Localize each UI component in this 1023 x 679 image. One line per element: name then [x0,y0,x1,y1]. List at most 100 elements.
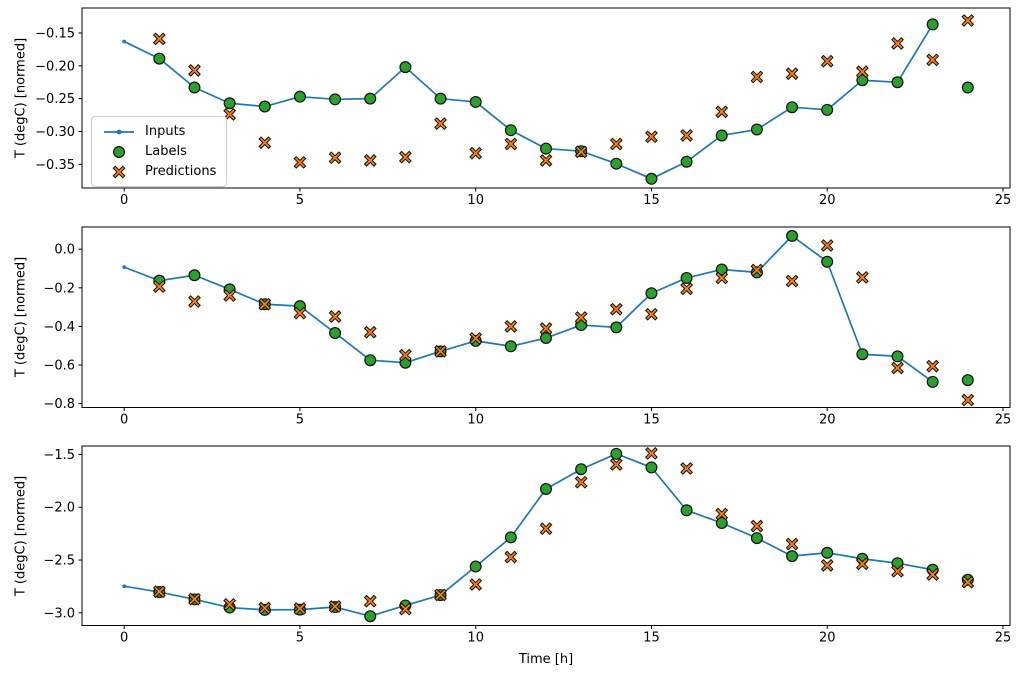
label-marker [786,229,799,242]
label-marker [610,321,623,334]
label-marker [293,90,306,103]
y-tick-label: −0.20 [35,59,75,74]
label-marker [364,92,377,105]
label-marker [961,374,974,387]
label-marker [821,255,834,268]
prediction-marker [961,14,975,27]
label-marker [329,93,342,106]
label-marker [399,61,412,74]
y-tick-label: −0.4 [43,320,75,335]
label-marker [610,157,623,170]
prediction-marker [961,575,975,589]
x-tick-label: 15 [643,631,660,646]
input-point-marker [122,584,127,589]
label-marker [539,482,552,495]
label-marker [680,155,693,168]
label-marker [645,287,658,300]
label-marker [575,463,588,476]
prediction-marker [855,557,869,571]
prediction-marker [750,519,764,533]
label-marker [891,76,904,89]
prediction-marker [891,361,904,375]
subplot-3: 0 5 10 15 20 25 −1.5 −2.0 −2.5 −3.0 [43,445,1011,646]
prediction-marker [363,325,377,339]
prediction-marker [785,537,799,551]
label-marker [786,550,799,563]
x-tick-label: 20 [819,193,836,208]
y-tick-label: −0.25 [35,92,75,107]
label-marker [926,18,939,31]
label-marker [504,340,517,353]
label-marker [891,350,904,363]
prediction-marker [715,507,729,521]
legend-item-predictions: Predictions [101,164,216,179]
y-axis-label-subplot-3: T (degC) [normed] [13,475,29,596]
x-tick-label: 15 [643,193,660,208]
label-marker [645,172,658,185]
y-tick-label: −0.35 [35,158,75,173]
y-tick-label: −0.6 [43,359,75,374]
prediction-marker [680,129,694,142]
inputs-line [123,23,934,180]
x-axis-label: Time [h] [518,651,574,667]
label-marker [258,100,271,113]
x-tick-label: 10 [467,631,484,646]
prediction-marker [258,601,272,615]
prediction-marker [680,462,694,475]
x-tick-label: 5 [296,413,304,428]
x-tick-label: 20 [819,413,836,428]
label-marker [434,92,447,105]
prediction-marker [434,588,447,602]
prediction-marker [715,271,729,285]
x-tick-label: 20 [819,631,836,646]
label-marker [821,103,834,116]
prediction-marker [363,154,377,167]
prediction-marker [398,602,412,616]
label-marker [364,610,377,623]
label-marker [153,52,166,65]
legend-item-labels: Labels [101,144,216,159]
label-marker [680,504,693,517]
label-marker [329,326,342,339]
label-marker [856,74,869,87]
prediction-marker [188,64,201,77]
label-marker [610,447,623,460]
label-marker [364,354,377,367]
label-marker [188,269,201,282]
label-marker [715,263,728,276]
prediction-marker [328,310,342,323]
inputs-line-icon [104,129,134,134]
predictions-x-icon [112,165,126,178]
x-tick-label: 10 [467,413,484,428]
prediction-marker [855,270,869,284]
prediction-marker [504,137,518,151]
prediction-marker [645,446,658,460]
prediction-marker [926,359,940,373]
prediction-marker [891,37,904,50]
prediction-marker [504,550,518,564]
label-marker [223,97,236,110]
x-tick-label: 15 [643,413,660,428]
y-tick-label: −1.5 [43,448,75,463]
label-marker [750,532,763,545]
prediction-marker [855,65,869,79]
y-tick-label: −0.8 [43,397,75,412]
label-marker [469,95,482,108]
prediction-marker [539,522,553,536]
y-tick-label: 0.0 [54,243,75,258]
prediction-marker [715,105,729,119]
x-tick-label: 25 [995,193,1012,208]
prediction-marker [188,592,201,606]
prediction-marker [293,306,307,320]
label-marker [680,271,693,284]
prediction-marker [609,137,623,151]
prediction-marker [539,322,553,335]
prediction-marker [398,150,412,164]
label-marker [504,124,517,137]
label-marker [856,348,869,361]
plot-area-border [81,226,1011,408]
label-marker [645,461,658,474]
subplot-2: 0 5 10 15 20 25 0.0 −0.2 −0.4 −0.6 −0.8 [43,226,1011,428]
y-axis-label-subplot-1: T (degC) [normed] [13,37,29,159]
